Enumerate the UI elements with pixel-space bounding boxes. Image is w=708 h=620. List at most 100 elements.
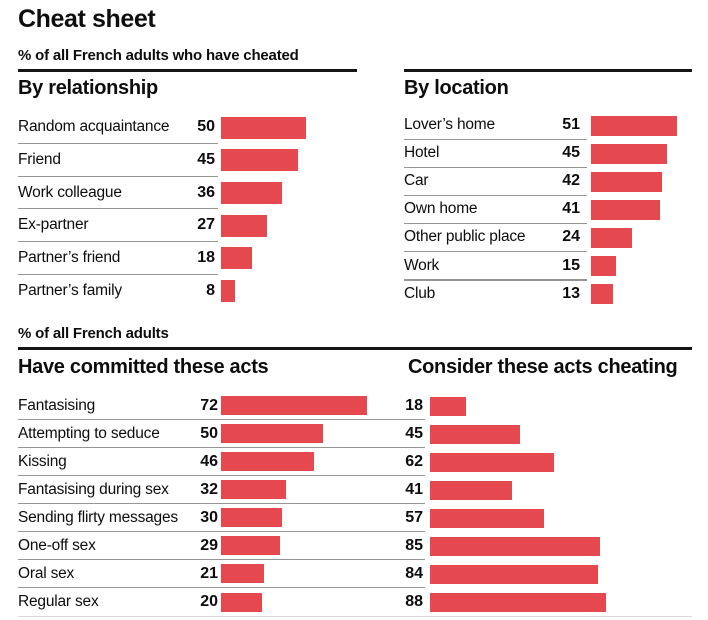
row-value: 42 <box>562 172 580 190</box>
row-left-group: One-off sex 29 85 <box>18 532 425 561</box>
row-value: 51 <box>562 116 580 134</box>
chart-row: Work 15 <box>404 252 692 281</box>
row-label-group: Other public place 24 <box>404 224 587 252</box>
committed-bar <box>221 536 280 556</box>
considered-bar <box>430 592 606 612</box>
committed-bar-zone <box>221 504 393 531</box>
row-value: 8 <box>206 282 215 300</box>
row-label: One-off sex <box>18 536 96 554</box>
chart-row: Partner’s friend 18 <box>18 242 357 275</box>
baseline-rule <box>18 616 692 618</box>
chart-row: Car 42 <box>404 168 692 196</box>
considered-bar <box>430 480 512 500</box>
row-label-group: Partner’s family 8 <box>18 274 218 307</box>
by-relationship-chart: % of all French adults who have cheated … <box>18 34 357 309</box>
row-label: Ex-partner <box>18 216 89 234</box>
by-relationship-heading: By relationship <box>18 76 158 99</box>
value-bar <box>591 143 667 164</box>
committed-bar-zone <box>221 392 393 419</box>
chart-row: Sending flirty messages 30 57 <box>18 504 692 533</box>
bar-zone <box>221 242 357 275</box>
chart-row: Club 13 <box>404 279 692 308</box>
chart-row: One-off sex 29 85 <box>18 532 692 561</box>
row-label: Friend <box>18 150 61 168</box>
row-label-group: Random acquaintance 50 <box>18 112 218 145</box>
committed-value: 32 <box>200 480 218 498</box>
chart-row: Work colleague 36 <box>18 177 357 210</box>
considered-value: 84 <box>405 564 423 582</box>
committed-value: 72 <box>200 396 218 414</box>
considered-bar-zone <box>430 532 692 560</box>
committed-value: 20 <box>200 593 218 611</box>
row-label: Attempting to seduce <box>18 424 160 442</box>
row-label: Random acquaintance <box>18 118 170 136</box>
row-value: 45 <box>197 150 215 168</box>
committed-bar-zone <box>221 476 393 503</box>
row-label: Own home <box>404 200 478 218</box>
chart-row: Random acquaintance 50 <box>18 112 357 145</box>
row-label: Partner’s friend <box>18 248 121 266</box>
row-label-group: Own home 41 <box>404 196 587 224</box>
considered-bar-zone <box>430 448 692 476</box>
committed-bar <box>221 452 315 472</box>
row-label: Hotel <box>404 144 440 162</box>
chart-row: Kissing 46 62 <box>18 448 692 477</box>
row-value: 24 <box>562 228 580 246</box>
row-value: 13 <box>562 285 580 303</box>
considered-value: 62 <box>405 452 423 470</box>
bar-zone <box>221 112 357 145</box>
section-rule <box>404 68 692 72</box>
considered-value: 57 <box>405 508 423 526</box>
value-bar <box>591 115 678 136</box>
row-value: 50 <box>197 118 215 136</box>
row-label: Car <box>404 172 429 190</box>
considered-bar-zone <box>430 392 692 420</box>
committed-bar <box>221 508 282 528</box>
value-bar <box>221 214 267 237</box>
row-label-group: Lover’s home 51 <box>404 112 587 140</box>
top-subtitle: % of all French adults who have cheated <box>18 46 299 64</box>
bar-zone <box>221 275 357 308</box>
bar-zone <box>221 209 357 242</box>
chart-row: Fantasising during sex 32 41 <box>18 476 692 505</box>
committed-bar-zone <box>221 560 393 587</box>
row-label-group: Car 42 <box>404 168 587 196</box>
by-relationship-rows: Random acquaintance 50 Friend 45 Work collea… <box>18 112 357 308</box>
bar-zone <box>591 112 692 140</box>
considered-bar-zone <box>430 504 692 532</box>
value-bar <box>591 199 661 220</box>
value-bar <box>221 280 235 303</box>
row-label-group: Club 13 <box>404 279 587 308</box>
row-label: Sending flirty messages <box>18 508 178 526</box>
committed-bar-zone <box>221 532 393 559</box>
considered-bar <box>430 396 466 416</box>
row-left-group: Sending flirty messages 30 57 <box>18 504 425 533</box>
value-bar <box>221 247 252 270</box>
row-label-group: Work colleague 36 <box>18 177 218 210</box>
row-label: Work <box>404 256 440 274</box>
committed-bar <box>221 592 262 612</box>
row-label: Lover’s home <box>404 116 495 134</box>
considered-bar <box>430 564 598 584</box>
bar-zone <box>591 140 692 168</box>
by-location-heading: By location <box>404 76 509 99</box>
committed-heading: Have committed these acts <box>18 356 269 379</box>
considered-bar <box>430 452 554 472</box>
by-location-rows: Lover’s home 51 Hotel 45 Car 42 Own home 41 Othe… <box>404 112 692 309</box>
bar-zone <box>221 144 357 177</box>
considered-bar-zone <box>430 560 692 588</box>
row-left-group: Regular sex 20 88 <box>18 588 425 616</box>
by-location-chart: By location Lover’s home 51 Hotel 45 Car 42 Ow… <box>404 34 692 309</box>
row-label: Fantasising <box>18 396 96 414</box>
chart-row: Attempting to seduce 50 45 <box>18 420 692 449</box>
bar-zone <box>591 224 692 252</box>
committed-value: 46 <box>200 452 218 470</box>
bar-zone <box>221 177 357 210</box>
chart-row: Oral sex 21 84 <box>18 560 692 589</box>
acts-headings: Have committed these acts Consider these… <box>18 356 692 379</box>
row-label: Fantasising during sex <box>18 480 169 498</box>
row-value: 27 <box>197 216 215 234</box>
considered-value: 41 <box>405 480 423 498</box>
value-bar <box>221 149 298 172</box>
